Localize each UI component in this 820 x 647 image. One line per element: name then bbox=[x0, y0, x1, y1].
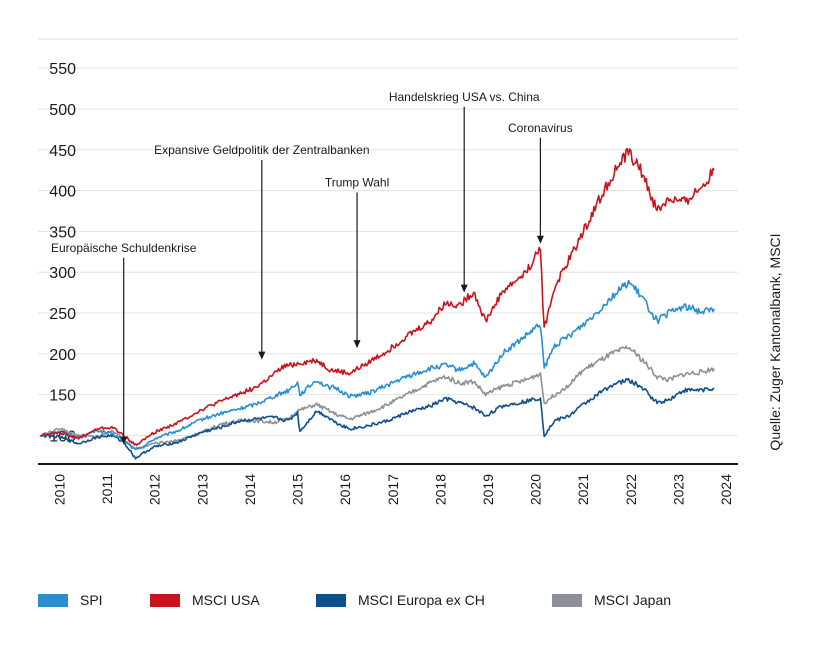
legend: SPI MSCI USA MSCI Europa ex CH MSCI Japa… bbox=[38, 592, 798, 616]
x-tick: 2017 bbox=[385, 474, 401, 505]
y-tick-label: 200 bbox=[49, 347, 76, 364]
annotation-arrow-head bbox=[120, 436, 128, 445]
legend-item-msci-europa: MSCI Europa ex CH bbox=[316, 592, 485, 608]
x-axis: 2010 2011 2012 2013 2014 2015 2016 2017 2018 2019… bbox=[51, 474, 734, 505]
annotation-1: Expansive Geldpolitik der Zentralbanken bbox=[154, 143, 370, 360]
x-tick-label: 2011 bbox=[99, 474, 115, 504]
annotation-label: Expansive Geldpolitik der Zentralbanken bbox=[154, 143, 369, 157]
x-tick: 2022 bbox=[623, 474, 639, 505]
legend-swatch-msci-japan bbox=[552, 593, 582, 607]
annotations: Europäische Schuldenkrise Expansive Geldp… bbox=[51, 90, 573, 445]
series-line-0 bbox=[40, 279, 715, 451]
x-tick: 2010 bbox=[51, 474, 67, 505]
x-tick-label: 2010 bbox=[51, 474, 67, 505]
source-note: Quelle: Zuger Kantonalbank, MSCI bbox=[767, 233, 783, 450]
x-tick-label: 2016 bbox=[337, 474, 353, 505]
series-line-3 bbox=[39, 345, 715, 450]
x-tick: 2013 bbox=[194, 474, 210, 505]
x-tick-label: 2013 bbox=[194, 474, 210, 505]
annotation-arrow-head bbox=[460, 284, 468, 293]
x-tick-label: 2022 bbox=[623, 474, 639, 505]
y-tick-label: 350 bbox=[49, 224, 76, 241]
x-tick: 2021 bbox=[575, 474, 591, 505]
y-tick-label: 450 bbox=[49, 143, 76, 160]
x-tick-label: 2024 bbox=[718, 474, 734, 505]
legend-label-spi: SPI bbox=[80, 592, 103, 608]
series-line-1 bbox=[40, 147, 715, 446]
series-line-2 bbox=[40, 377, 715, 460]
x-tick: 2012 bbox=[147, 474, 163, 505]
annotation-label: Europäische Schuldenkrise bbox=[51, 241, 197, 255]
x-tick: 2016 bbox=[337, 474, 353, 505]
annotation-arrow-head bbox=[353, 340, 361, 349]
legend-label-msci-usa: MSCI USA bbox=[192, 592, 260, 608]
x-tick-label: 2019 bbox=[480, 474, 496, 505]
annotation-4: Coronavirus bbox=[508, 121, 573, 244]
annotation-2: Trump Wahl bbox=[325, 176, 389, 349]
y-tick-label: 300 bbox=[49, 265, 76, 282]
legend-swatch-msci-europa bbox=[316, 593, 346, 607]
legend-item-msci-japan: MSCI Japan bbox=[552, 592, 671, 608]
x-tick-label: 2017 bbox=[385, 474, 401, 505]
x-tick-label: 2023 bbox=[670, 474, 686, 505]
legend-swatch-msci-usa bbox=[150, 593, 180, 607]
x-tick-label: 2021 bbox=[575, 474, 591, 505]
annotation-label: Coronavirus bbox=[508, 121, 573, 135]
legend-item-msci-usa: MSCI USA bbox=[150, 592, 260, 608]
legend-label-msci-europa: MSCI Europa ex CH bbox=[358, 592, 485, 608]
annotation-3: Handelskrieg USA vs. China bbox=[389, 90, 540, 293]
x-tick-label: 2015 bbox=[290, 474, 306, 505]
y-tick-label: 550 bbox=[49, 61, 76, 78]
y-tick-label: 400 bbox=[49, 184, 76, 201]
annotation-arrow-head bbox=[536, 235, 544, 244]
y-tick-label: 500 bbox=[49, 102, 76, 119]
x-tick: 2020 bbox=[528, 474, 544, 505]
x-tick: 2011 bbox=[99, 474, 115, 504]
x-tick-label: 2014 bbox=[242, 474, 258, 505]
annotation-arrow-head bbox=[258, 351, 266, 360]
x-tick: 2018 bbox=[432, 474, 448, 505]
annotation-0: Europäische Schuldenkrise bbox=[51, 241, 197, 445]
legend-item-spi: SPI bbox=[38, 592, 103, 608]
series-layer bbox=[39, 147, 715, 460]
x-tick: 2023 bbox=[670, 474, 686, 505]
annotation-label: Handelskrieg USA vs. China bbox=[389, 90, 540, 104]
x-tick: 2019 bbox=[480, 474, 496, 505]
legend-swatch-spi bbox=[38, 593, 68, 607]
x-tick-label: 2020 bbox=[528, 474, 544, 505]
x-tick-label: 2018 bbox=[432, 474, 448, 505]
x-tick: 2015 bbox=[290, 474, 306, 505]
y-tick-label: 150 bbox=[49, 388, 76, 405]
grid bbox=[38, 67, 738, 436]
x-tick: 2024 bbox=[718, 474, 734, 505]
annotation-label: Trump Wahl bbox=[325, 176, 389, 190]
x-tick-label: 2012 bbox=[147, 474, 163, 505]
x-tick: 2014 bbox=[242, 474, 258, 505]
legend-label-msci-japan: MSCI Japan bbox=[594, 592, 672, 608]
y-tick-label: 250 bbox=[49, 306, 76, 323]
